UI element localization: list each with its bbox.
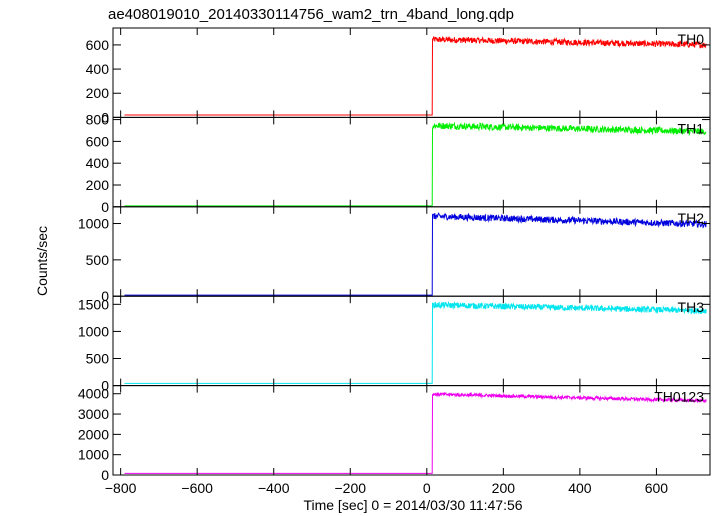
y-tick-label: 1000 xyxy=(78,216,109,232)
y-tick-label: 1000 xyxy=(78,323,109,339)
y-tick-label: 1000 xyxy=(78,447,109,463)
y-tick-label: 0 xyxy=(101,378,109,394)
y-tick-label: 0 xyxy=(101,467,109,483)
y-tick-label: 200 xyxy=(86,85,110,101)
y-tick-label: 400 xyxy=(86,155,110,171)
x-tick-label: −600 xyxy=(181,480,213,496)
y-tick-label: 200 xyxy=(86,177,110,193)
panel-frame xyxy=(112,385,711,476)
panel-th2: 0 500 1000 TH2 xyxy=(78,206,711,304)
y-tick-label: 0 xyxy=(101,288,109,304)
x-tick-label: 400 xyxy=(568,480,592,496)
chart-title: ae408019010_20140330114756_wam2_trn_4ban… xyxy=(108,6,514,23)
y-tick-label: 4000 xyxy=(78,386,109,402)
y-tick-label: 800 xyxy=(86,112,110,128)
panel-th0123: 0 1000 2000 3000 4000 TH0123 xyxy=(78,385,711,483)
y-tick-label: 0 xyxy=(101,109,109,125)
series-label-th0: TH0 xyxy=(678,31,705,47)
series-label-th0123: TH0123 xyxy=(654,389,704,405)
y-tick-label: 3000 xyxy=(78,406,109,422)
y-tick-label: 0 xyxy=(101,199,109,215)
series-line-th2 xyxy=(124,212,707,296)
x-tick-label: −200 xyxy=(334,480,366,496)
panel-frame xyxy=(112,27,711,118)
series-line-th0 xyxy=(124,35,707,116)
series-label-th2: TH2 xyxy=(678,210,705,226)
series-line-th0123 xyxy=(124,391,707,474)
x-tick-label: 200 xyxy=(492,480,516,496)
x-tick-label: 0 xyxy=(423,480,431,496)
y-tick-label: 2000 xyxy=(78,426,109,442)
y-tick-label: 400 xyxy=(86,61,110,77)
panel-th3: 0 500 1000 1500 TH3 xyxy=(78,295,711,394)
y-tick-label: 500 xyxy=(86,252,110,268)
y-tick-label: 600 xyxy=(86,133,110,149)
y-tick-label: 600 xyxy=(86,37,110,53)
x-tick-label: −800 xyxy=(105,480,137,496)
panel-th1: 0 200 400 600 800 TH1 xyxy=(86,112,711,215)
panel-th0: 0 200 400 600 TH0 xyxy=(86,27,711,125)
x-tick-label: 600 xyxy=(645,480,669,496)
series-label-th3: TH3 xyxy=(678,299,705,315)
y-tick-label: 1500 xyxy=(78,296,109,312)
x-axis-label: Time [sec] 0 = 2014/03/30 11:47:56 xyxy=(303,497,522,513)
panels-group: 0 200 400 600 TH0 0 200 400 600 800 TH1 0 500 1000 TH2… xyxy=(78,27,711,496)
series-line-th1 xyxy=(124,121,707,207)
y-tick-label: 500 xyxy=(86,351,110,367)
series-line-th3 xyxy=(124,300,707,384)
x-tick-label: −400 xyxy=(258,480,290,496)
y-axis-label: Counts/sec xyxy=(34,226,50,296)
series-label-th1: TH1 xyxy=(678,120,705,136)
